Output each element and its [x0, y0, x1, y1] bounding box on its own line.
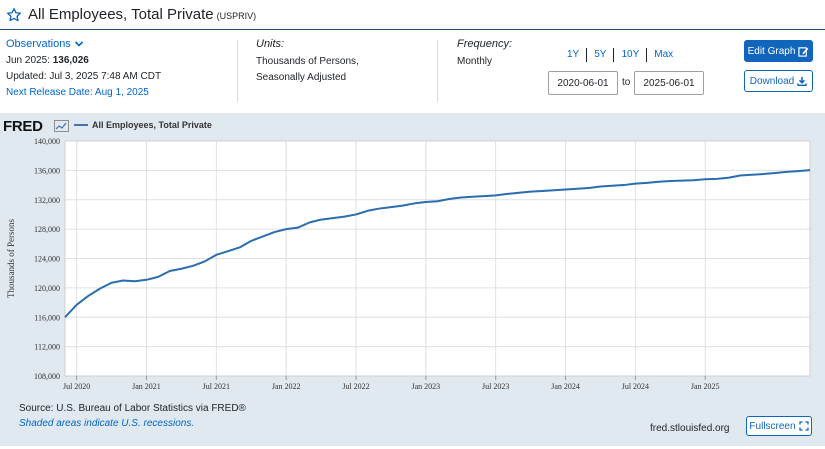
x-tick-label: Jul 2024	[622, 382, 649, 391]
series-id: (USPRIV)	[216, 10, 257, 21]
range-10y-button[interactable]: 10Y	[614, 48, 648, 62]
range-5y-button[interactable]: 5Y	[587, 48, 615, 62]
latest-value: 136,026	[52, 55, 89, 66]
page-title: All Employees, Total Private	[28, 6, 214, 23]
recession-note: Shaded areas indicate U.S. recessions.	[19, 418, 195, 429]
x-tick-label: Jul 2021	[203, 382, 230, 391]
plot-border	[64, 140, 811, 377]
chart-panel: FRED All Employees, Total Private 108,00…	[0, 113, 825, 446]
download-button[interactable]: Download	[744, 70, 813, 92]
end-date-input[interactable]	[634, 71, 704, 95]
series-line	[64, 169, 811, 318]
y-tick-label: 112,000	[34, 343, 60, 352]
observations-dropdown[interactable]: Observations	[6, 38, 161, 50]
units-line-1: Thousands of Persons,	[256, 56, 359, 67]
units-line-2: Seasonally Adjusted	[256, 72, 347, 83]
y-tick-label: 140,000	[34, 137, 60, 146]
units-block: Units: Thousands of Persons, Seasonally …	[256, 38, 359, 86]
y-tick-label: 136,000	[34, 166, 60, 175]
units-text: Thousands of Persons, Seasonally Adjuste…	[256, 54, 359, 86]
y-tick-label: 124,000	[34, 255, 60, 264]
source-text: Source: U.S. Bureau of Labor Statistics …	[19, 403, 246, 414]
fred-credit-link[interactable]: fred.stlouisfed.org	[650, 423, 730, 434]
edit-icon	[798, 46, 809, 57]
latest-prefix: Jun 2025:	[6, 55, 50, 66]
star-icon[interactable]	[6, 7, 22, 23]
edit-graph-button[interactable]: Edit Graph	[744, 40, 813, 62]
grid-lines	[64, 140, 811, 377]
download-label: Download	[749, 75, 795, 87]
latest-observation: Jun 2025: 136,026	[6, 55, 161, 66]
legend-swatch	[74, 124, 88, 126]
updated-text: Updated: Jul 3, 2025 7:48 AM CDT	[6, 71, 162, 82]
x-tick-label: Jul 2023	[482, 382, 509, 391]
observations-label: Observations	[6, 38, 71, 50]
title-bar: All Employees, Total Private (USPRIV)	[0, 0, 825, 30]
x-tick-label: Jan 2023	[412, 382, 441, 391]
chevron-down-icon	[74, 41, 83, 47]
x-tick-label: Jul 2022	[342, 382, 369, 391]
fullscreen-icon	[798, 421, 809, 431]
y-tick-label: 128,000	[34, 225, 60, 234]
legend-label: All Employees, Total Private	[92, 120, 212, 130]
y-tick-label: 108,000	[34, 372, 60, 381]
fullscreen-button[interactable]: Fullscreen	[746, 416, 812, 436]
range-max-button[interactable]: Max	[654, 49, 674, 60]
x-tick-label: Jan 2025	[691, 382, 720, 391]
to-label: to	[622, 77, 631, 88]
divider	[437, 40, 438, 102]
download-icon	[797, 77, 807, 86]
range-buttons: 1Y 5Y 10Y Max	[560, 48, 680, 62]
start-date-input[interactable]	[548, 71, 618, 95]
next-release-link[interactable]: Next Release Date: Aug 1, 2025	[6, 87, 149, 98]
frequency-value: Monthly	[457, 56, 493, 67]
divider	[237, 40, 238, 102]
frequency-block: Frequency: Monthly	[457, 38, 512, 70]
y-tick-label: 116,000	[34, 313, 60, 322]
chart-line-icon	[54, 120, 69, 132]
range-1y-button[interactable]: 1Y	[560, 48, 588, 62]
units-label: Units:	[256, 38, 285, 50]
line-chart[interactable]: 108,000 112,000 116,000 120,000 124,000 128,0…	[0, 113, 825, 398]
frequency-label: Frequency:	[457, 38, 513, 50]
x-tick-label: Jan 2022	[272, 382, 301, 391]
x-tick-label: Jul 2020	[63, 382, 90, 391]
x-axis-ticks: Jul 2020 Jan 2021 Jul 2021 Jan 2022 Jul 2022…	[63, 376, 720, 391]
y-tick-label: 120,000	[34, 284, 60, 293]
meta-row: Observations Jun 2025: 136,026 Updated: …	[0, 36, 825, 108]
y-axis-ticks: 108,000 112,000 116,000 120,000 124,000 128,0…	[34, 137, 60, 381]
x-tick-label: Jan 2021	[132, 382, 161, 391]
observations-block: Observations Jun 2025: 136,026 Updated: …	[6, 38, 161, 98]
fred-logo: FRED	[3, 118, 43, 135]
fullscreen-label: Fullscreen	[749, 420, 796, 432]
y-axis-label: Thousands of Persons	[6, 219, 16, 298]
chart-legend: All Employees, Total Private	[74, 120, 212, 130]
y-tick-label: 132,000	[34, 196, 60, 205]
edit-graph-label: Edit Graph	[747, 45, 796, 57]
x-tick-label: Jan 2024	[551, 382, 580, 391]
